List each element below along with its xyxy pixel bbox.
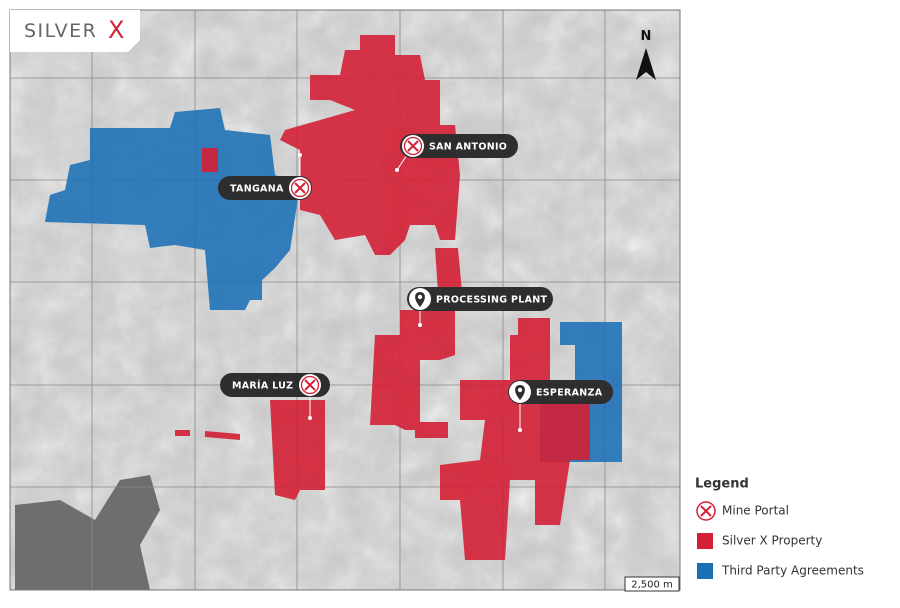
north-arrow: N: [636, 29, 656, 80]
site-name: ESPERANZA: [536, 388, 603, 399]
portal-ring: [403, 136, 423, 156]
legend: Legend Mine Portal Silver X Property Thi…: [695, 477, 864, 579]
portal-ring: [290, 178, 310, 198]
pin: [415, 292, 425, 307]
legend-item: Silver X Property: [722, 534, 822, 548]
logo-text: SILVER: [24, 20, 97, 42]
site-label: MARÍA LUZ: [220, 373, 330, 420]
scale-label: 2,500 m: [631, 580, 673, 591]
site-labels: SAN ANTONIO TANGANA PROCESSING PLANT MARÍA …: [218, 134, 613, 432]
label-pill: [218, 176, 312, 200]
site-name: TANGANA: [230, 184, 284, 195]
legend-title: Legend: [695, 477, 749, 492]
north-label: N: [641, 29, 652, 44]
site-point: [518, 428, 522, 432]
label-pill: [400, 134, 518, 158]
label-pill: [407, 287, 553, 311]
site-label: TANGANA: [218, 153, 312, 200]
site-name: PROCESSING PLANT: [436, 295, 547, 306]
map: [9, 9, 681, 591]
portal-ring: [300, 375, 320, 395]
map-frame: [9, 9, 681, 591]
pin-hole: [417, 294, 423, 300]
site-label: SAN ANTONIO: [395, 134, 518, 172]
pin-hole: [517, 387, 523, 393]
pickaxes: [294, 182, 306, 194]
scale-bar: 2,500 m: [624, 576, 680, 592]
logo: SILVER X: [10, 10, 140, 52]
label-pill: [508, 380, 613, 404]
site-point: [298, 153, 302, 157]
site-label: ESPERANZA: [508, 380, 613, 432]
lake: [15, 475, 160, 590]
site-name: MARÍA LUZ: [232, 380, 293, 392]
site-point: [418, 323, 422, 327]
pin: [515, 385, 525, 400]
site-point: [395, 168, 399, 172]
site-point: [308, 416, 312, 420]
site-name: SAN ANTONIO: [429, 142, 507, 153]
pickaxes: [407, 140, 419, 152]
legend-item: Mine Portal: [722, 504, 789, 518]
site-label: PROCESSING PLANT: [407, 287, 553, 327]
pickaxes: [304, 379, 316, 391]
logo-mark: X: [108, 16, 124, 44]
legend-item: Third Party Agreements: [721, 564, 864, 578]
